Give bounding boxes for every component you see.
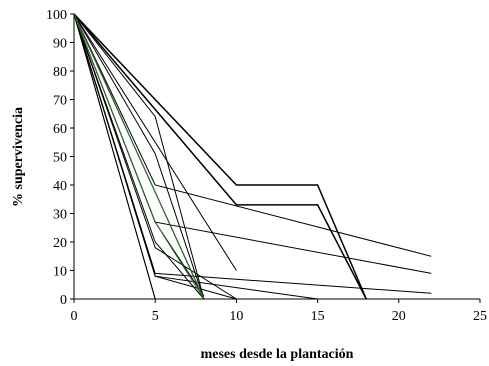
y-tick-label: 70 (53, 94, 67, 109)
x-tick-label: 15 (311, 309, 325, 324)
x-tick-label: 0 (71, 309, 78, 324)
series-line-18 (73, 13, 205, 300)
x-axis-title: meses desde la plantación (201, 347, 354, 362)
series-line-13 (73, 13, 237, 300)
x-tick-label: 25 (473, 309, 487, 324)
series-line-7 (73, 13, 205, 300)
y-tick-label: 10 (53, 265, 67, 280)
y-tick-label: 20 (53, 236, 67, 251)
ticks-layer: 0 10 20 30 40 50 60 70 80 90 100 0 5 10 15 20 25 (46, 8, 487, 324)
series-line-14 (73, 13, 237, 300)
y-tick-label: 30 (53, 208, 67, 223)
series-line-6 (73, 13, 205, 300)
y-tick-label: 90 (53, 37, 67, 52)
series-line-3 (73, 13, 432, 257)
series-line-9 (73, 13, 205, 300)
series-line-11 (73, 13, 237, 271)
y-tick-label: 100 (46, 8, 67, 23)
y-tick-label: 0 (60, 293, 67, 308)
series-line-12 (73, 13, 237, 206)
y-tick-label: 60 (53, 122, 67, 137)
x-tick-label: 20 (392, 309, 406, 324)
y-axis-title: % supervivencia (11, 107, 26, 207)
axes-layer (73, 14, 480, 300)
series-line-5 (73, 13, 432, 294)
y-tick-label: 80 (53, 65, 67, 80)
series-line-4 (73, 13, 432, 274)
series-layer (73, 13, 432, 300)
series-line-1 (73, 13, 367, 300)
series-line-16 (73, 13, 156, 300)
x-tick-label: 10 (229, 309, 243, 324)
y-tick-label: 50 (53, 151, 67, 166)
x-tick-label: 5 (152, 309, 159, 324)
y-tick-label: 40 (53, 179, 67, 194)
series-line-19 (73, 13, 205, 300)
